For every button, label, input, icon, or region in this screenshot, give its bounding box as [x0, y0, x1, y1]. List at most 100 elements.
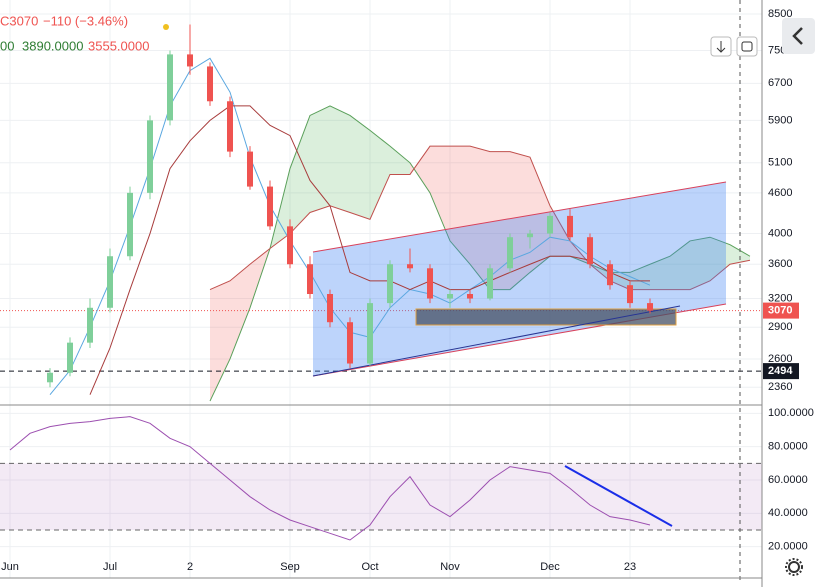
- cloud: [690, 237, 710, 290]
- candle-body: [127, 192, 133, 257]
- candle-body: [147, 120, 153, 193]
- cloud: [330, 105, 350, 213]
- indicator-line: [89, 105, 650, 395]
- cloud: [350, 115, 370, 220]
- y-tick-label: 4000: [768, 227, 792, 239]
- cloud: [230, 264, 250, 359]
- y-tick-label: 8500: [768, 8, 792, 20]
- y-tick-label: 6700: [768, 77, 792, 89]
- x-tick-label: 2: [187, 561, 193, 573]
- candle-body: [67, 342, 73, 373]
- price-badge: [763, 302, 799, 319]
- y-tick-label: 2900: [768, 321, 792, 333]
- candle-body: [287, 226, 293, 265]
- cloud: [430, 146, 450, 241]
- candle-body: [567, 215, 573, 238]
- y-tick-label: 2600: [768, 353, 792, 365]
- cloud: [530, 157, 550, 273]
- candle-body: [647, 303, 653, 311]
- candle-body: [487, 268, 493, 299]
- x-tick-label: Sep: [280, 561, 300, 573]
- candle-body: [167, 54, 173, 121]
- drawings: [312, 0, 741, 580]
- candle-body: [367, 303, 373, 364]
- price-badge-label: 3070: [768, 305, 792, 317]
- y-tick-label: 3200: [768, 292, 792, 304]
- candle-body: [227, 101, 233, 152]
- candle-body: [587, 237, 593, 265]
- candle-body: [507, 237, 513, 269]
- candle-body: [527, 233, 533, 238]
- cloud: [470, 146, 490, 290]
- cloud: [510, 151, 530, 290]
- cloud: [310, 105, 330, 213]
- candle-body: [387, 264, 393, 304]
- x-tick-label: Oct: [361, 561, 378, 573]
- indicator-value: 00: [0, 38, 14, 53]
- indicator-value: 3555.0000: [88, 38, 149, 53]
- y-tick-label: 80.0000: [768, 441, 808, 453]
- y-tick-label: 5900: [768, 114, 792, 126]
- rsi-trendline: [564, 465, 673, 527]
- candle-body: [247, 151, 253, 187]
- channel-top: [312, 181, 727, 253]
- cloud: [410, 146, 430, 193]
- x-tick-label: 23: [624, 561, 636, 573]
- price-badge: [763, 363, 799, 380]
- cloud: [730, 244, 750, 265]
- x-tick-label: Nov: [440, 561, 460, 573]
- candle-body: [267, 186, 273, 227]
- cloud: [550, 205, 570, 257]
- candle-body: [467, 294, 473, 299]
- y-tick-label: 60.0000: [768, 474, 808, 486]
- candle-body: [187, 54, 193, 67]
- cloud: [610, 272, 630, 290]
- y-tick-label: 40.0000: [768, 507, 808, 519]
- candle-body: [347, 322, 353, 364]
- candle-body: [627, 285, 633, 304]
- scroll-down-button[interactable]: [710, 36, 732, 57]
- y-tick-label: 20.0000: [768, 541, 808, 553]
- x-tick-label: Jun: [1, 561, 19, 573]
- candle-body: [427, 268, 433, 299]
- cloud: [210, 280, 230, 402]
- x-tick-label: Jul: [103, 561, 117, 573]
- x-tick-label: Dec: [540, 561, 560, 573]
- candle-body: [327, 294, 333, 323]
- candle-body: [447, 294, 453, 299]
- settings-button[interactable]: [785, 558, 803, 576]
- candle-body: [207, 66, 213, 102]
- candle-body: [407, 264, 413, 269]
- candle-body: [87, 307, 93, 343]
- change: −110 (−3.46%): [43, 13, 128, 28]
- indicator-value: 3890.0000: [22, 38, 83, 53]
- candle-body: [307, 264, 313, 295]
- y-tick-label: 100.0000: [768, 407, 814, 419]
- marker: [163, 24, 169, 30]
- trendline: [312, 305, 681, 377]
- candle-body: [607, 264, 613, 286]
- rsi-band: [0, 463, 762, 530]
- y-tick-label: 4600: [768, 187, 792, 199]
- candle-body: [107, 256, 113, 308]
- cloud: [450, 146, 470, 265]
- y-tick-label: 5100: [768, 157, 792, 169]
- symbol: C3070: [0, 13, 38, 28]
- candle-body: [547, 215, 553, 234]
- span-a: [209, 105, 751, 402]
- cloud: [390, 146, 410, 175]
- reset-button[interactable]: [736, 36, 758, 57]
- rsi-line: [9, 416, 651, 541]
- cloud: [710, 237, 730, 281]
- collapse-button[interactable]: [782, 18, 815, 54]
- y-tick-label: 3600: [768, 258, 792, 270]
- cloud: [650, 256, 670, 290]
- support-box: [415, 308, 677, 326]
- candle-body: [47, 372, 53, 383]
- y-tick-label: 2360: [768, 381, 792, 393]
- cloud: [370, 130, 390, 220]
- span-b: [209, 145, 751, 291]
- price-badge-label: 2494: [768, 365, 793, 377]
